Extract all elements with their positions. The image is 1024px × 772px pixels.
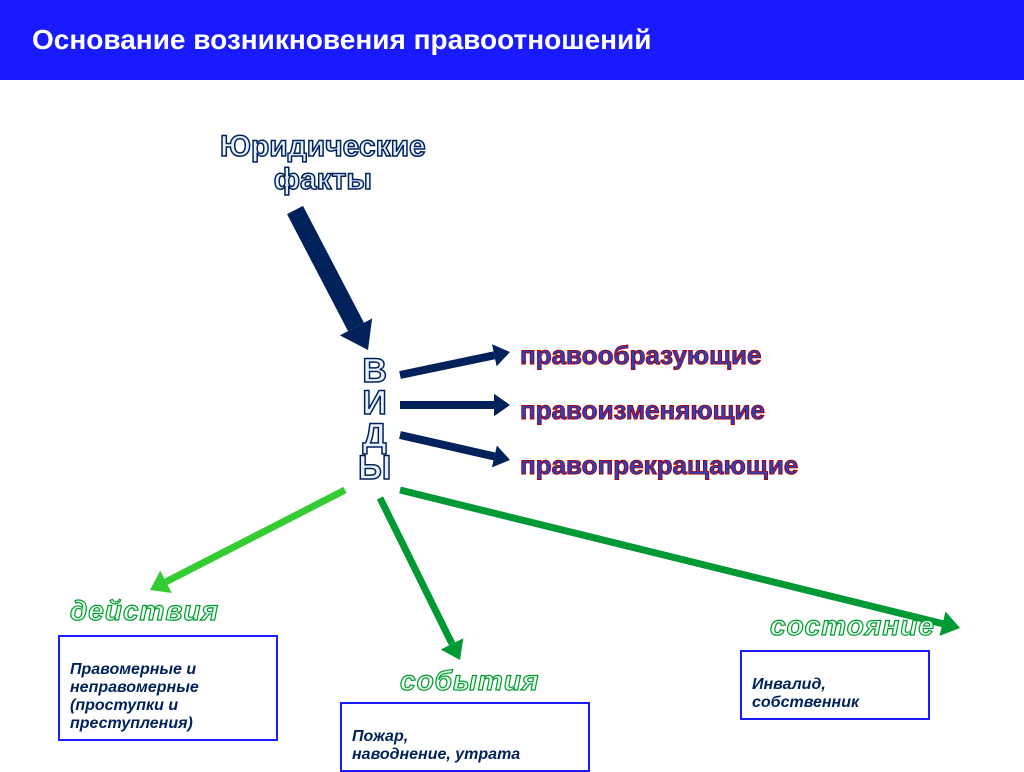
label-type-forming: правообразующие: [520, 340, 762, 371]
label-state: состояние: [770, 610, 935, 642]
box-events: Пожар, наводнение, утрата: [340, 702, 590, 772]
box-state: Инвалид, собственник: [740, 650, 930, 720]
box-actions-text: Правомерные и неправомерные (проступки и…: [70, 661, 199, 732]
box-events-text: Пожар, наводнение, утрата: [352, 728, 520, 763]
label-type-terminating: правопрекращающие: [520, 450, 798, 481]
diagram-canvas: Юридические факты ВИДЫ правообразующие п…: [0, 0, 1024, 767]
label-type-changing: правоизменяющие: [520, 395, 765, 426]
box-actions: Правомерные и неправомерные (проступки и…: [58, 635, 278, 741]
box-state-text: Инвалид, собственник: [752, 676, 859, 711]
label-events: события: [400, 665, 539, 697]
label-legal-facts: Юридические факты: [220, 130, 426, 196]
label-actions: действия: [70, 595, 219, 627]
label-vertical-vidy: ВИДЫ: [358, 355, 391, 484]
